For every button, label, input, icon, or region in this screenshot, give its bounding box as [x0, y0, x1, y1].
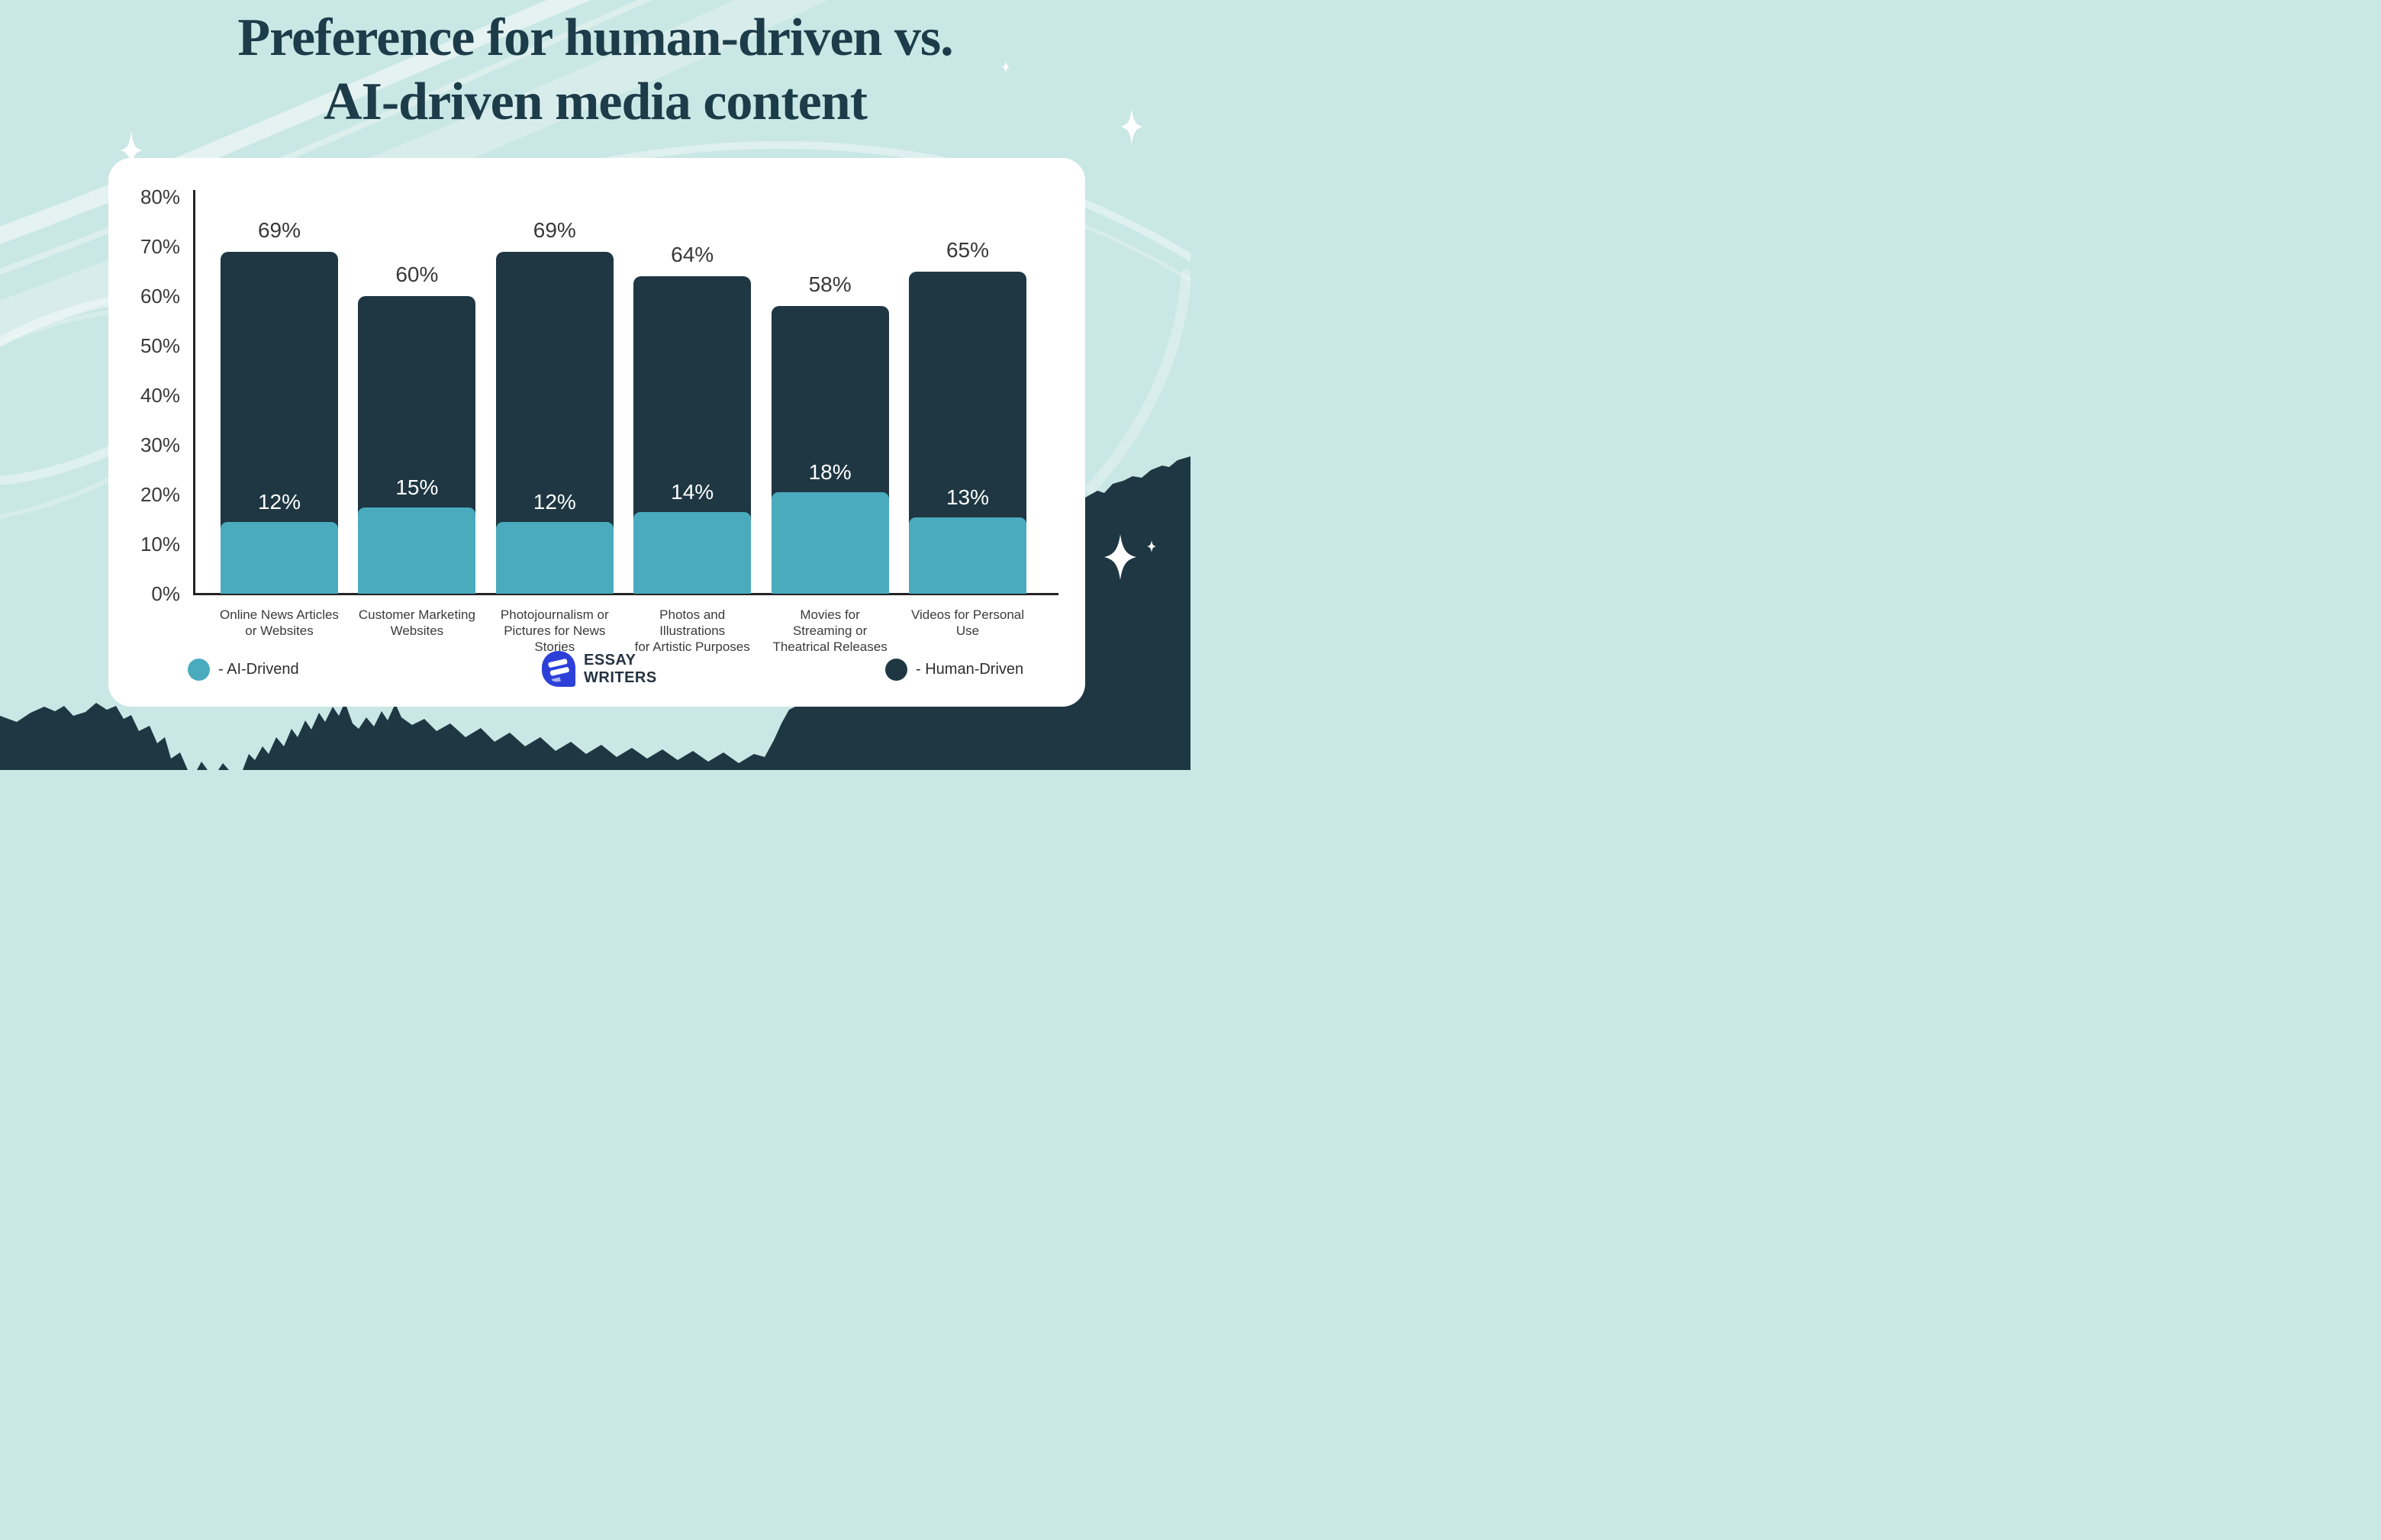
bar-value-human: 65%	[946, 237, 990, 262]
terrain-right-wedge	[1067, 456, 1190, 770]
bar-value-human: 69%	[257, 217, 301, 242]
infographic-stage: Preference for human-driven vs. AI-drive…	[0, 0, 1190, 770]
logo-text-line2: WRITERS	[584, 669, 657, 686]
legend-ai: - AI-Drivend	[188, 656, 299, 682]
bar-value-ai: 15%	[395, 475, 439, 499]
page-title-line2: AI-driven media content	[324, 72, 868, 131]
bar-value-ai: 14%	[671, 480, 714, 504]
bar-value-human: 58%	[808, 272, 852, 296]
bar-ai-driven	[633, 512, 752, 594]
bar-ai-driven	[771, 492, 889, 594]
bar-value-ai: 18%	[808, 460, 852, 484]
legend-human-dot-icon	[885, 658, 907, 681]
bar-ai-driven	[221, 522, 338, 594]
essaywriters-logo: ESSAY WRITERS	[541, 650, 657, 688]
terrain-bottom-silhouette	[0, 702, 1190, 770]
bar-ai-driven	[358, 507, 476, 594]
legend-ai-dot-icon	[188, 658, 210, 681]
y-axis-line	[193, 190, 195, 594]
page-title: Preference for human-driven vs. AI-drive…	[0, 6, 1190, 134]
legend-ai-label: - AI-Drivend	[218, 660, 299, 678]
bar-ai-driven	[495, 522, 614, 594]
chart-card: 0% 10% 20% 30% 40% 50% 60% 70% 80% 69% 12% Online …	[108, 158, 1085, 707]
x-axis-line	[193, 593, 1058, 595]
essaywriters-logo-text: ESSAY WRITERS	[584, 652, 657, 687]
y-tick-label: 70%	[140, 235, 180, 258]
category-label: Videos for Personal Use	[910, 607, 1025, 638]
y-tick-label: 80%	[140, 185, 180, 208]
logo-text-line1: ESSAY	[584, 651, 636, 669]
essaywriters-logo-icon	[542, 651, 575, 687]
bar-ai-driven	[909, 517, 1026, 594]
legend-human: - Human-Driven	[885, 656, 1023, 682]
y-tick-label: 50%	[140, 334, 180, 357]
bar-value-ai: 12%	[533, 490, 576, 514]
category-label: Online News Articles or Websites	[220, 607, 339, 638]
legend-human-label: - Human-Driven	[916, 660, 1024, 678]
y-tick-label: 0%	[151, 582, 180, 605]
bar-value-human: 60%	[395, 263, 439, 286]
bar-value-human: 64%	[671, 243, 714, 266]
category-label: Customer Marketing Websites	[358, 607, 475, 638]
y-tick-label: 40%	[140, 384, 180, 407]
sparkle-icon	[1147, 540, 1156, 553]
bar-chart: 0% 10% 20% 30% 40% 50% 60% 70% 80% 69% 12% Online …	[108, 158, 1085, 707]
page-title-line1: Preference for human-driven vs.	[237, 8, 953, 67]
y-tick-label: 20%	[140, 483, 180, 506]
category-label: Movies for Streaming or Theatrical Relea…	[772, 607, 888, 654]
bar-value-human: 69%	[533, 217, 576, 242]
sparkle-icon	[1104, 534, 1136, 580]
category-label: Photojournalism or Pictures for News Sto…	[500, 607, 609, 654]
bar-value-ai: 12%	[257, 490, 301, 514]
y-tick-label: 30%	[140, 433, 180, 456]
category-label: Photos and Illustrations for Artistic Pu…	[634, 607, 750, 654]
bar-value-ai: 13%	[946, 485, 990, 509]
y-tick-label: 10%	[140, 533, 180, 556]
y-tick-label: 60%	[140, 285, 180, 308]
